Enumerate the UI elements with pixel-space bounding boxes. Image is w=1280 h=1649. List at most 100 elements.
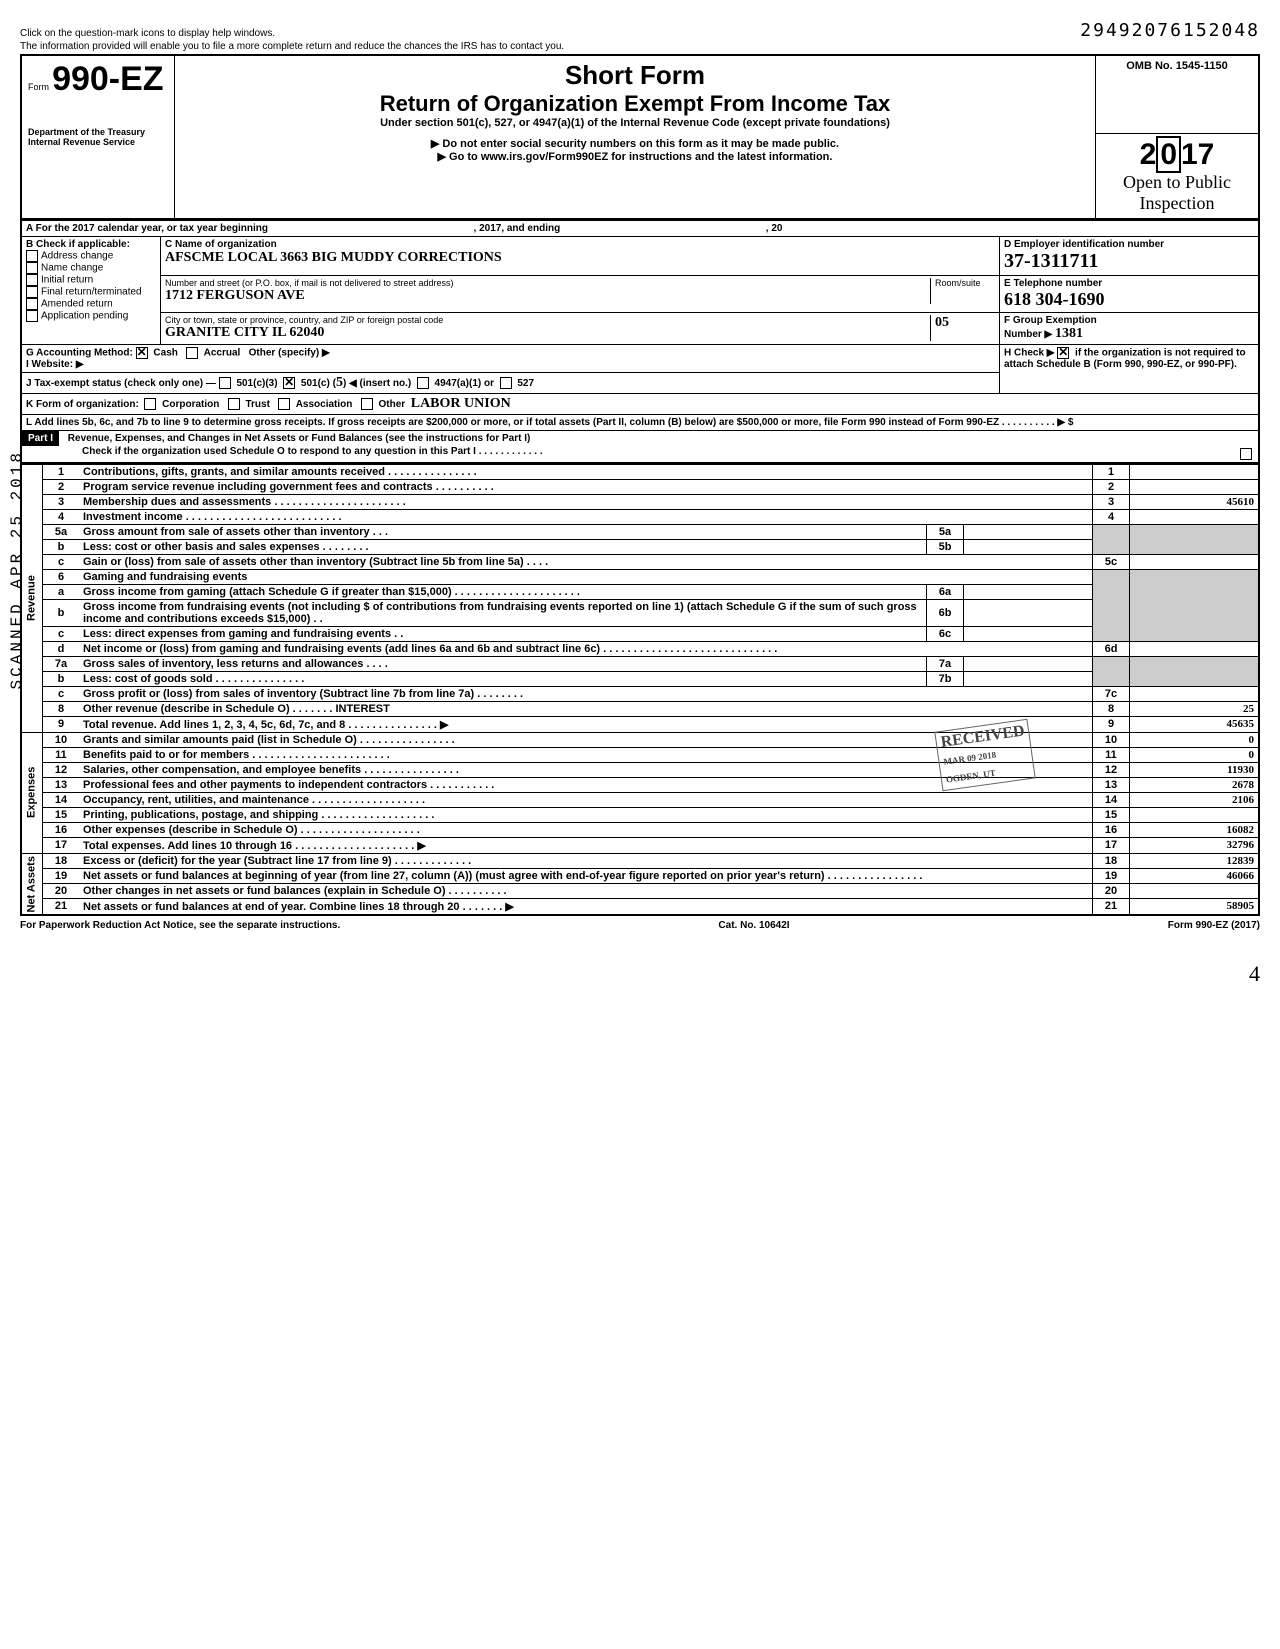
l19-a: 46066 — [1130, 868, 1260, 883]
l8-a: 25 — [1130, 701, 1260, 716]
chk-4947[interactable] — [417, 377, 429, 389]
l5b-n: b — [43, 539, 80, 554]
title: Return of Organization Exempt From Incom… — [181, 91, 1089, 117]
chk-name[interactable] — [26, 262, 38, 274]
phone: 618 304-1690 — [1004, 289, 1254, 310]
chk-501c3[interactable] — [219, 377, 231, 389]
chk-final[interactable] — [26, 286, 38, 298]
box-j-label: J Tax-exempt status (check only one) — — [26, 378, 216, 389]
ein: 37-1311711 — [1004, 250, 1254, 273]
short-form: Short Form — [181, 60, 1089, 91]
year: 2017 — [1102, 138, 1252, 172]
l6b-n: b — [43, 599, 80, 626]
warn2: ▶ Go to www.irs.gov/Form990EZ for instru… — [181, 150, 1089, 163]
l6c-n: c — [43, 626, 80, 641]
l4-a — [1130, 509, 1260, 524]
j-527: 527 — [517, 378, 534, 389]
section-expenses: Expenses — [21, 732, 43, 853]
l7c-n: c — [43, 686, 80, 701]
l16-d: Other expenses (describe in Schedule O) … — [79, 822, 1093, 837]
l12-a: 11930 — [1130, 762, 1260, 777]
l3-a: 45610 — [1130, 494, 1260, 509]
l6c-d: Less: direct expenses from gaming and fu… — [79, 626, 927, 641]
l6b-ib: 6b — [927, 599, 964, 626]
l21-d: Net assets or fund balances at end of ye… — [79, 898, 1093, 915]
l14-d: Occupancy, rent, utilities, and maintena… — [79, 792, 1093, 807]
k-other-val: LABOR UNION — [411, 396, 511, 411]
chk-h[interactable] — [1057, 347, 1069, 359]
part1-label: Part I — [22, 431, 59, 446]
part1-title: Revenue, Expenses, and Changes in Net As… — [62, 433, 531, 444]
l8-d: Other revenue (describe in Schedule O) .… — [79, 701, 1093, 716]
chk-accrual[interactable] — [186, 347, 198, 359]
l5a-n: 5a — [43, 524, 80, 539]
b-address: Address change — [41, 250, 113, 261]
l5b-d: Less: cost or other basis and sales expe… — [79, 539, 927, 554]
b-name: Name change — [41, 262, 103, 273]
help-note: Click on the question-mark icons to disp… — [20, 28, 564, 39]
k-other: Other — [379, 399, 406, 410]
box-c-label: C Name of organization — [165, 239, 995, 250]
l21-n: 21 — [43, 898, 80, 915]
l18-n: 18 — [43, 853, 80, 868]
chk-501c[interactable] — [283, 377, 295, 389]
chk-kother[interactable] — [361, 398, 373, 410]
l6d-n: d — [43, 641, 80, 656]
chk-527[interactable] — [500, 377, 512, 389]
l5a-ia — [964, 524, 1093, 539]
l13-a: 2678 — [1130, 777, 1260, 792]
group-num: 1381 — [1055, 326, 1083, 341]
box-i-label: I Website: ▶ — [26, 359, 84, 370]
l1-n: 1 — [43, 464, 80, 479]
l17-a: 32796 — [1130, 837, 1260, 853]
l7c-a — [1130, 686, 1260, 701]
l12-n: 12 — [43, 762, 80, 777]
b-amended: Amended return — [41, 298, 113, 309]
footer-left: For Paperwork Reduction Act Notice, see … — [20, 920, 340, 931]
org-name: AFSCME LOCAL 3663 BIG MUDDY CORRECTIONS — [165, 250, 995, 266]
l7b-d: Less: cost of goods sold . . . . . . . .… — [79, 671, 927, 686]
l13-n: 13 — [43, 777, 80, 792]
l15-d: Printing, publications, postage, and shi… — [79, 807, 1093, 822]
box-g-label: G Accounting Method: — [26, 347, 133, 358]
j-cval: 5 — [336, 375, 343, 390]
ending: , 2017, and ending — [474, 223, 561, 234]
j-a1: 4947(a)(1) or — [435, 378, 494, 389]
l6d-b: 6d — [1093, 641, 1130, 656]
l17-n: 17 — [43, 837, 80, 853]
header-table: Form 990-EZ Department of the Treasury I… — [20, 54, 1260, 220]
omb: OMB No. 1545-1150 — [1102, 60, 1252, 72]
top-row: Click on the question-mark icons to disp… — [20, 20, 1260, 54]
l16-n: 16 — [43, 822, 80, 837]
chk-address[interactable] — [26, 250, 38, 262]
chk-initial[interactable] — [26, 274, 38, 286]
chk-cash[interactable] — [136, 347, 148, 359]
chk-pending[interactable] — [26, 310, 38, 322]
l9-b: 9 — [1093, 716, 1130, 732]
l21-a: 58905 — [1130, 898, 1260, 915]
l14-n: 14 — [43, 792, 80, 807]
line-a: A For the 2017 calendar year, or tax yea… — [26, 223, 268, 234]
g-accrual: Accrual — [204, 347, 241, 358]
l6b-ia — [964, 599, 1093, 626]
k-assoc: Association — [296, 399, 353, 410]
b-final: Final return/terminated — [41, 286, 142, 297]
j-c: 501(c) ( — [301, 378, 336, 389]
l7c-b: 7c — [1093, 686, 1130, 701]
l6a-ib: 6a — [927, 584, 964, 599]
chk-amended[interactable] — [26, 298, 38, 310]
l7b-ia — [964, 671, 1093, 686]
l10-n: 10 — [43, 732, 80, 747]
l6a-ia — [964, 584, 1093, 599]
footer-mid: Cat. No. 10642I — [718, 920, 789, 931]
l6c-ib: 6c — [927, 626, 964, 641]
chk-assoc[interactable] — [278, 398, 290, 410]
chk-part1-o[interactable] — [1240, 448, 1252, 460]
l3-d: Membership dues and assessments . . . . … — [79, 494, 1093, 509]
l2-a — [1130, 479, 1260, 494]
chk-trust[interactable] — [228, 398, 240, 410]
l6d-a — [1130, 641, 1260, 656]
chk-corp[interactable] — [144, 398, 156, 410]
inspection: Inspection — [1102, 193, 1252, 214]
l7c-d: Gross profit or (loss) from sales of inv… — [79, 686, 1093, 701]
